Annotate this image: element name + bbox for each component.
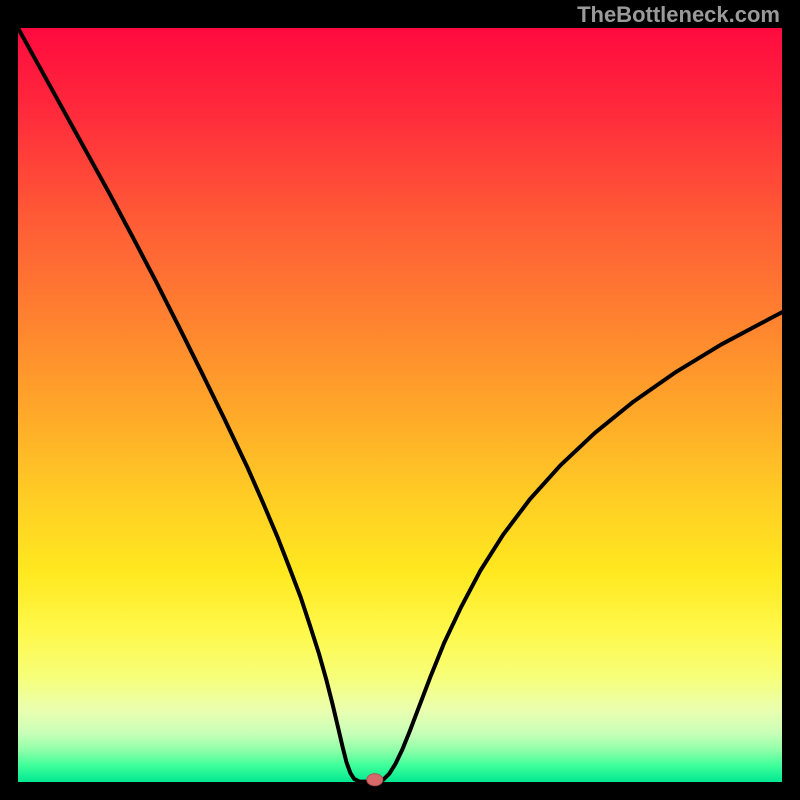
optimal-point-marker bbox=[367, 774, 383, 786]
gradient-background bbox=[18, 28, 782, 782]
watermark-text: TheBottleneck.com bbox=[577, 2, 780, 28]
outer-frame: TheBottleneck.com bbox=[0, 0, 800, 800]
bottleneck-chart bbox=[0, 0, 800, 800]
